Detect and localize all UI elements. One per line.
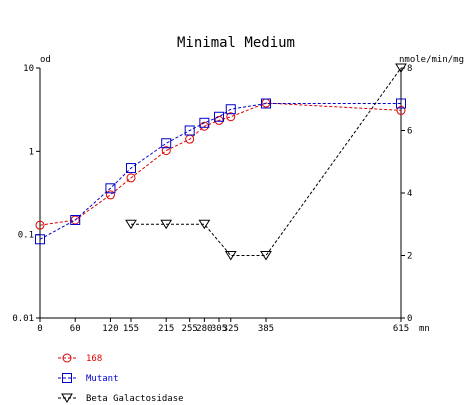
- series-line: [39, 102, 402, 226]
- data-point: [226, 112, 236, 122]
- left-tick-label: 10: [23, 64, 34, 74]
- legend-marker: [62, 353, 72, 363]
- left-tick-label: 1: [29, 147, 34, 157]
- right-tick-label: 2: [407, 252, 412, 262]
- data-point: [395, 63, 407, 73]
- x-tick-label: 615: [393, 324, 409, 334]
- right-tick-label: 8: [407, 64, 412, 74]
- data-point: [396, 105, 406, 115]
- data-point: [35, 220, 45, 230]
- series-2: [125, 63, 407, 261]
- x-tick-label: 325: [223, 324, 239, 334]
- x-tick-label: 280: [196, 324, 212, 334]
- data-point: [160, 219, 173, 230]
- chart-title: Minimal Medium: [177, 35, 295, 51]
- x-tick-label: 305: [211, 324, 227, 334]
- x-tick-label: 0: [37, 324, 42, 334]
- x-axis-unit: mn: [419, 324, 430, 334]
- data-point: [125, 219, 137, 230]
- right-tick-label: 0: [407, 314, 412, 324]
- x-tick-label: 385: [258, 324, 274, 334]
- right-tick-label: 6: [407, 127, 412, 137]
- legend-label: Beta Galactosidase: [86, 394, 184, 404]
- legend-label: 168: [86, 354, 102, 364]
- data-point: [184, 125, 195, 136]
- x-tick-label: 60: [70, 324, 81, 334]
- data-point: [70, 214, 81, 225]
- data-point: [260, 251, 272, 261]
- data-point: [260, 98, 271, 109]
- data-point: [35, 234, 45, 245]
- data-point: [214, 111, 225, 122]
- series-0: [35, 98, 406, 230]
- left-tick-label: 0.01: [12, 314, 34, 324]
- series-line: [131, 67, 402, 256]
- legend-entry: Beta Galactosidase: [58, 393, 184, 404]
- x-tick-label: 155: [123, 324, 139, 334]
- legend-entry: Mutant: [58, 373, 119, 384]
- data-point: [105, 190, 115, 200]
- x-tick-label: 215: [158, 324, 174, 334]
- data-point: [105, 183, 116, 194]
- data-point: [199, 117, 210, 128]
- legend-marker: [61, 393, 73, 403]
- legend-marker: [62, 373, 72, 383]
- data-point: [224, 251, 237, 261]
- data-point: [126, 173, 136, 183]
- right-axis-unit: nmole/min/mg: [399, 55, 464, 65]
- data-point: [396, 98, 406, 109]
- x-tick-label: 120: [102, 324, 118, 334]
- data-point: [198, 219, 211, 230]
- left-axis-unit: od: [40, 55, 51, 65]
- data-point: [161, 146, 171, 156]
- legend-entry: 168: [58, 353, 102, 364]
- series-1: [35, 98, 406, 245]
- left-tick-label: 0.1: [18, 231, 34, 241]
- legend: 168 Mutant Beta Galactosidase: [58, 353, 184, 404]
- x-tick-label: 255: [182, 324, 198, 334]
- right-tick-label: 4: [407, 189, 412, 199]
- series-layer: [35, 63, 407, 261]
- data-point: [225, 104, 236, 115]
- legend-label: Mutant: [86, 374, 119, 384]
- data-point: [161, 138, 172, 149]
- series-line: [39, 103, 401, 240]
- data-point: [125, 163, 136, 174]
